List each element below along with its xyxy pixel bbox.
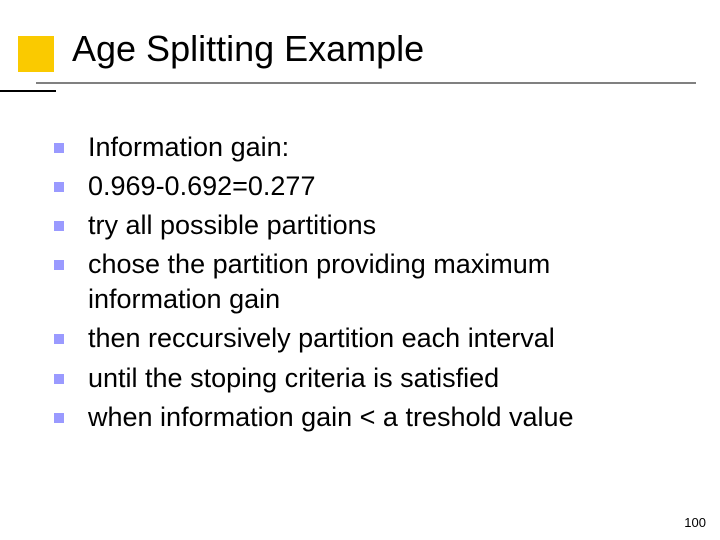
square-bullet-icon	[54, 334, 64, 344]
title-rule-long	[36, 82, 696, 84]
square-bullet-icon	[54, 374, 64, 384]
square-bullet-icon	[54, 221, 64, 231]
accent-square	[18, 36, 54, 72]
bullet-text: until the stoping criteria is satisfied	[88, 361, 680, 396]
list-item: Information gain:	[54, 130, 680, 165]
list-item: then reccursively partition each interva…	[54, 321, 680, 356]
bullet-text: then reccursively partition each interva…	[88, 321, 680, 356]
body-content: Information gain: 0.969-0.692=0.277 try …	[54, 130, 680, 439]
slide-title: Age Splitting Example	[72, 28, 424, 70]
bullet-text: try all possible partitions	[88, 208, 680, 243]
list-item: try all possible partitions	[54, 208, 680, 243]
square-bullet-icon	[54, 143, 64, 153]
slide: Age Splitting Example Information gain: …	[0, 0, 720, 540]
list-item: until the stoping criteria is satisfied	[54, 361, 680, 396]
list-item: 0.969-0.692=0.277	[54, 169, 680, 204]
square-bullet-icon	[54, 260, 64, 270]
page-number: 100	[684, 515, 706, 530]
bullet-text: when information gain < a treshold value	[88, 400, 680, 435]
list-item: when information gain < a treshold value	[54, 400, 680, 435]
title-rule-short	[0, 90, 56, 92]
square-bullet-icon	[54, 182, 64, 192]
bullet-text: Information gain:	[88, 130, 680, 165]
square-bullet-icon	[54, 413, 64, 423]
bullet-text: chose the partition providing maximum in…	[88, 247, 680, 317]
list-item: chose the partition providing maximum in…	[54, 247, 680, 317]
bullet-text: 0.969-0.692=0.277	[88, 169, 680, 204]
